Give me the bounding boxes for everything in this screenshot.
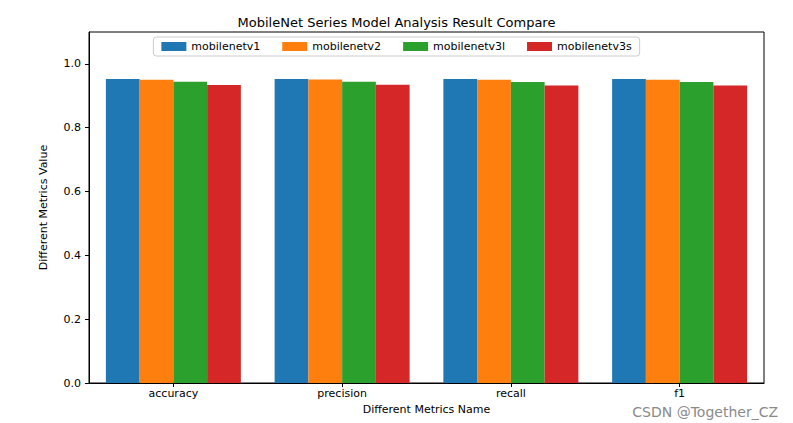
svg-text:accuracy: accuracy (149, 387, 199, 400)
svg-text:0.8: 0.8 (64, 121, 82, 134)
svg-text:Different Metrics Value: Different Metrics Value (37, 145, 50, 271)
svg-text:0.0: 0.0 (64, 377, 82, 390)
svg-text:f1: f1 (674, 387, 685, 400)
svg-text:mobilenetv3s: mobilenetv3s (557, 40, 632, 53)
svg-text:0.6: 0.6 (64, 185, 82, 198)
svg-text:precision: precision (317, 387, 367, 400)
svg-text:recall: recall (496, 387, 526, 400)
svg-text:0.4: 0.4 (64, 249, 82, 262)
svg-text:Different Metrics Name: Different Metrics Name (363, 403, 491, 416)
svg-text:mobilenetv3l: mobilenetv3l (433, 40, 505, 53)
svg-text:0.2: 0.2 (64, 313, 82, 326)
svg-text:MobileNet Series Model Analysi: MobileNet Series Model Analysis Result C… (238, 15, 556, 30)
svg-text:1.0: 1.0 (64, 57, 82, 70)
svg-text:CSDN @Together_CZ: CSDN @Together_CZ (632, 404, 778, 420)
svg-text:mobilenetv2: mobilenetv2 (312, 40, 381, 53)
svg-text:mobilenetv1: mobilenetv1 (191, 40, 260, 53)
